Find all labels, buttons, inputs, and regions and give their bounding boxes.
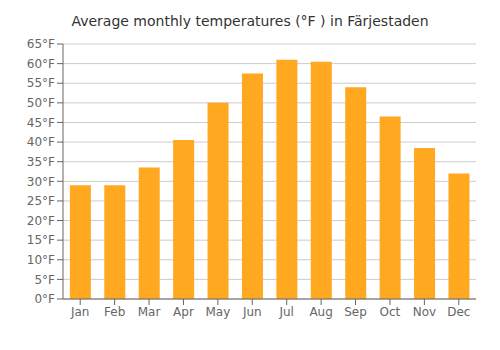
svg-text:65°F: 65°F: [27, 37, 55, 51]
svg-text:5°F: 5°F: [34, 273, 55, 287]
svg-text:Aug: Aug: [309, 305, 332, 319]
svg-text:50°F: 50°F: [27, 96, 55, 110]
html-text:Average monthly temperatures (: Average monthly temperatures (°F ) in Fä…: [71, 13, 429, 29]
svg-text:Jan: Jan: [70, 305, 90, 319]
svg-text:Nov: Nov: [413, 305, 436, 319]
svg-text:45°F: 45°F: [27, 116, 55, 130]
svg-text:Sep: Sep: [344, 305, 367, 319]
svg-text:Apr: Apr: [173, 305, 194, 319]
svg-text:15°F: 15°F: [27, 233, 55, 247]
svg-text:May: May: [205, 305, 230, 319]
svg-text:10°F: 10°F: [27, 253, 55, 267]
svg-text:0°F: 0°F: [34, 292, 55, 306]
svg-text:20°F: 20°F: [27, 214, 55, 228]
svg-text:Oct: Oct: [380, 305, 401, 319]
svg-text:60°F: 60°F: [27, 57, 55, 71]
svg-text:55°F: 55°F: [27, 76, 55, 90]
svg-text:Jun: Jun: [242, 305, 262, 319]
svg-text:Jul: Jul: [278, 305, 293, 319]
svg-text:Dec: Dec: [447, 305, 470, 319]
svg-text:Feb: Feb: [104, 305, 125, 319]
svg-text:25°F: 25°F: [27, 194, 55, 208]
svg-text:Mar: Mar: [138, 305, 161, 319]
svg-text:35°F: 35°F: [27, 155, 55, 169]
svg-text:30°F: 30°F: [27, 175, 55, 189]
svg-text:40°F: 40°F: [27, 135, 55, 149]
